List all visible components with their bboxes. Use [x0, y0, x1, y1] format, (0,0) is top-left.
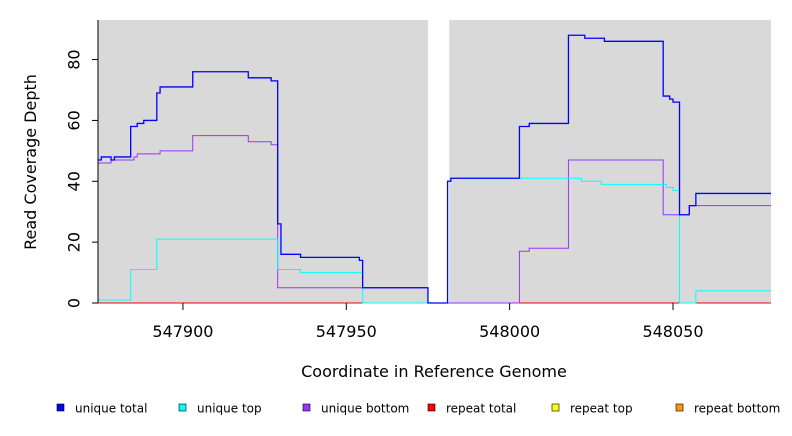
y-tick-label: 20	[65, 232, 84, 252]
x-tick-label: 548000	[479, 322, 540, 341]
legend-swatch-unique-bottom	[302, 403, 311, 412]
x-tick-label: 547900	[152, 322, 213, 341]
legend-label-unique-bottom: unique bottom	[321, 402, 409, 416]
legend-swatch-repeat-bottom	[675, 403, 684, 412]
legend-label-unique-total: unique total	[75, 402, 147, 416]
gap-region	[427, 20, 450, 303]
legend-swatch-repeat-total	[427, 403, 436, 412]
legend-label-repeat-top: repeat top	[570, 402, 633, 416]
x-tick-label: 547950	[316, 322, 377, 341]
legend-label-repeat-bottom: repeat bottom	[694, 402, 780, 416]
y-tick-label: 80	[65, 49, 84, 69]
legend-swatch-repeat-top	[551, 403, 560, 412]
y-axis-title: Read Coverage Depth	[21, 74, 40, 250]
legend: unique total unique top unique bottom repea…	[56, 402, 780, 416]
legend-swatch-unique-top	[178, 403, 187, 412]
legend-label-repeat-total: repeat total	[446, 402, 516, 416]
series-layer	[98, 34, 771, 304]
series-line-unique-total	[98, 34, 771, 304]
y-tick-label: 0	[65, 298, 84, 308]
y-tick-label: 40	[65, 171, 84, 191]
legend-swatch-unique-total	[56, 403, 65, 412]
legend-label-unique-top: unique top	[197, 402, 262, 416]
y-tick-label: 60	[65, 110, 84, 130]
plot-background-layer	[98, 20, 771, 303]
x-tick-label: 548050	[642, 322, 703, 341]
x-axis-title: Coordinate in Reference Genome	[301, 362, 567, 381]
axes-layer: 0 20 40 60 80 547900 547950 548000 548050	[65, 20, 704, 341]
